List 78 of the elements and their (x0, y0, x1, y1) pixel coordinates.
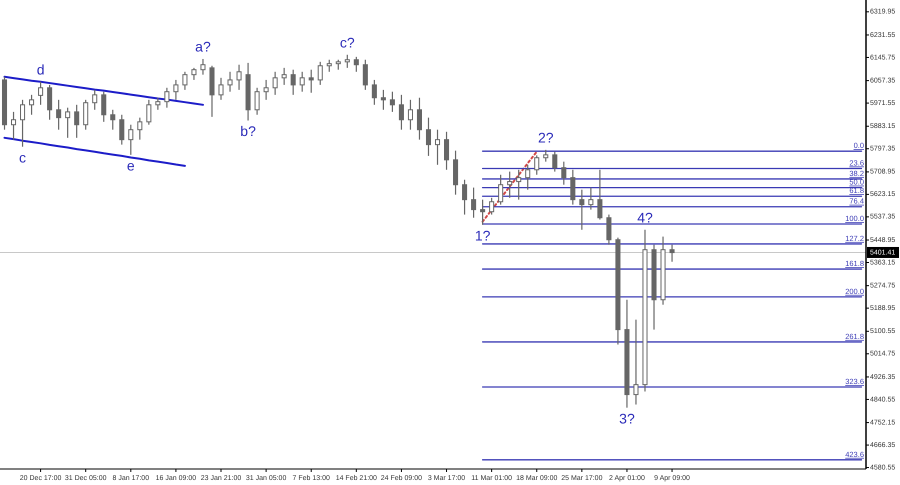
candlestick (444, 131, 450, 170)
candlestick (65, 107, 70, 138)
candlestick (38, 81, 44, 106)
candlestick (282, 67, 287, 86)
candlestick (236, 64, 242, 90)
candlestick (362, 59, 368, 90)
candlestick (434, 129, 440, 166)
annotation: e (126, 158, 135, 174)
candlestick (534, 154, 540, 176)
candlestick (74, 104, 80, 138)
annotation: 4? (637, 209, 653, 226)
candlestick (462, 179, 468, 216)
candlestick (155, 97, 160, 110)
candlestick (164, 87, 170, 108)
candlestick (498, 174, 504, 206)
candlestick (137, 117, 142, 140)
annotation: 2? (538, 130, 554, 146)
candlestick (264, 79, 269, 100)
candlestick (570, 169, 576, 206)
candlestick (191, 67, 196, 81)
candlestick (11, 111, 16, 140)
candlestick (354, 56, 359, 72)
candlestick (670, 244, 675, 262)
annotation: c? (340, 34, 355, 50)
candlestick (372, 79, 377, 106)
candlestick (390, 91, 395, 112)
candlestick (56, 99, 62, 130)
candlestick (416, 97, 422, 140)
candlestick (47, 84, 52, 120)
candlestick (344, 54, 350, 68)
candlestick (336, 59, 341, 70)
candlestick (480, 199, 486, 226)
annotation: 3? (619, 410, 635, 426)
candlestick (110, 109, 116, 130)
candlestick (119, 114, 124, 146)
candlestick (182, 71, 188, 90)
candlestick (588, 187, 594, 210)
candlestick (318, 61, 323, 86)
candlestick (471, 187, 476, 218)
candlestick (254, 87, 260, 116)
candlestick (228, 71, 233, 92)
candlestick (272, 71, 278, 96)
line-series (4, 76, 204, 106)
candlestick (408, 99, 413, 130)
candlestick (552, 151, 558, 172)
candlestick (525, 164, 530, 190)
candlestick (380, 89, 386, 110)
candlestick (606, 214, 612, 246)
candlestick (326, 59, 332, 72)
candlestick (128, 124, 134, 156)
annotation: 1? (474, 228, 491, 244)
candlestick (146, 99, 152, 126)
candlestick (516, 169, 522, 200)
candlestick (633, 319, 638, 406)
candlestick (308, 69, 314, 94)
candlestick (29, 94, 34, 116)
annotation: d (36, 61, 44, 78)
candlestick (507, 171, 512, 198)
candlestick (101, 91, 106, 122)
candlestick (579, 189, 584, 230)
candlestick (200, 58, 206, 76)
candlestick (489, 197, 494, 216)
line-series (482, 150, 538, 223)
candlestick (92, 89, 98, 110)
candlestick (398, 94, 404, 130)
candlestick (290, 69, 296, 96)
candlestick (597, 169, 602, 220)
candlestick (218, 77, 224, 100)
candlestick (173, 79, 178, 100)
candlestick (83, 99, 88, 130)
annotation: b? (240, 123, 256, 140)
annotation: a? (195, 38, 211, 55)
candlestick (300, 71, 305, 92)
candlestick (561, 161, 566, 186)
candlestick (426, 117, 432, 156)
candlestick (543, 149, 548, 162)
candlestick (20, 99, 26, 148)
annotation: c (19, 149, 26, 166)
